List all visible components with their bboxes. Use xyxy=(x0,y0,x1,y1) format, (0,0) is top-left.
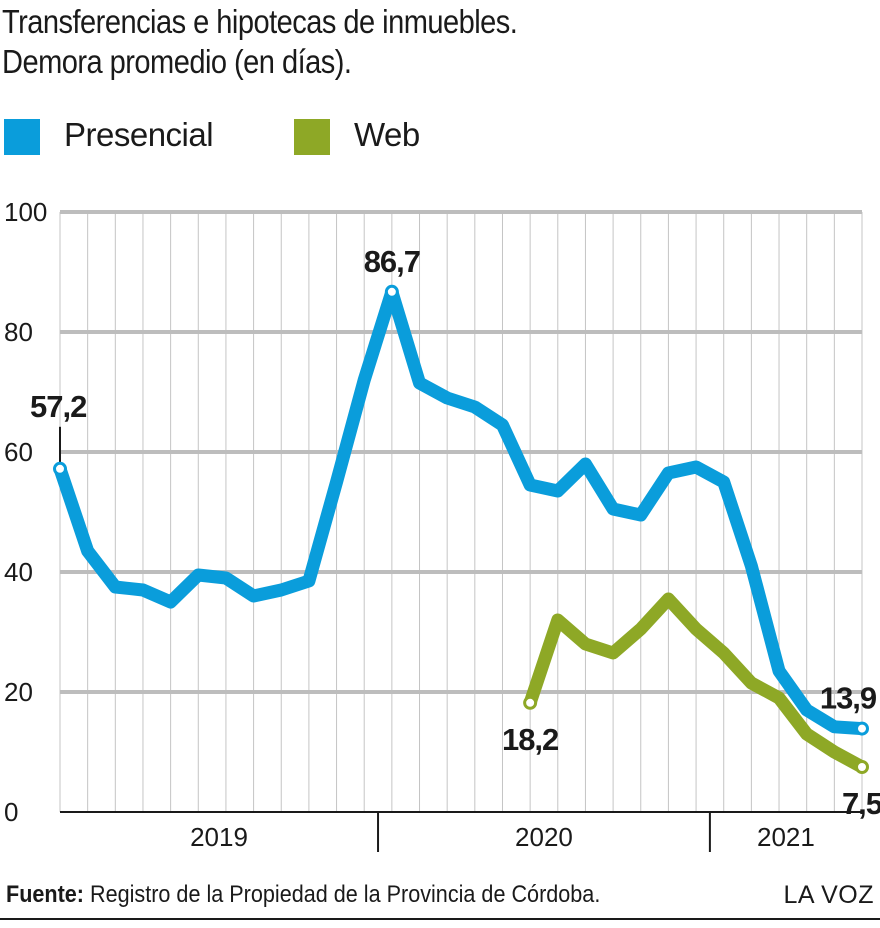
x-year-label: 2019 xyxy=(190,822,248,852)
data-point-web xyxy=(612,652,614,654)
data-point-web xyxy=(557,619,559,621)
y-tick-label: 100 xyxy=(4,197,47,227)
x-year-label: 2020 xyxy=(515,822,573,852)
data-point-presencial xyxy=(833,726,835,728)
data-point-web xyxy=(584,643,586,645)
x-year-label: 2021 xyxy=(757,822,815,852)
data-point-presencial xyxy=(446,397,448,399)
y-tick-label: 80 xyxy=(4,317,33,347)
legend-swatch-web xyxy=(294,119,330,155)
legend-label-web: Web xyxy=(354,116,420,153)
data-point-web xyxy=(750,682,752,684)
data-point-web xyxy=(833,751,835,753)
brand-logo: LA VOZ xyxy=(783,881,874,909)
chart-title: Transferencias e hipotecas de inmuebles.… xyxy=(2,2,759,82)
data-point-presencial xyxy=(197,574,199,576)
legend-label-presencial: Presencial xyxy=(64,116,214,153)
data-point-presencial xyxy=(253,595,255,597)
y-tick-label: 0 xyxy=(4,797,18,827)
endpoint-marker-presencial xyxy=(384,284,399,299)
data-point-presencial xyxy=(723,481,725,483)
data-point-presencial xyxy=(170,601,172,603)
data-point-presencial xyxy=(501,424,503,426)
data-point-web xyxy=(806,733,808,735)
legend-swatch-presencial xyxy=(4,119,40,155)
data-point-web xyxy=(778,697,780,699)
data-point-presencial xyxy=(750,565,752,567)
data-label-presencial: 86,7 xyxy=(364,244,420,279)
data-label-presencial: 13,9 xyxy=(820,681,877,716)
data-point-presencial xyxy=(612,508,614,510)
data-point-web xyxy=(640,628,642,630)
footer-rule xyxy=(0,918,880,920)
data-point-presencial xyxy=(336,481,338,483)
data-label-presencial: 57,2 xyxy=(30,389,86,424)
data-point-presencial xyxy=(308,580,310,582)
data-point-web xyxy=(723,652,725,654)
data-point-presencial xyxy=(87,550,89,552)
data-point-presencial xyxy=(640,514,642,516)
data-point-presencial xyxy=(557,490,559,492)
data-point-presencial xyxy=(695,466,697,468)
data-point-web xyxy=(667,598,669,600)
line-chart: 0 20 40 60 80 100 2019 2020 2021 57,2 86,7 13,9 18,2… xyxy=(4,197,880,852)
data-point-presencial xyxy=(474,406,476,408)
footer: Fuente: Registro de la Propiedad de la P… xyxy=(6,878,880,912)
y-tick-label: 20 xyxy=(4,677,33,707)
endpoint-marker-web xyxy=(523,695,538,710)
data-point-presencial xyxy=(114,586,116,588)
y-tick-label: 60 xyxy=(4,437,33,467)
chart-title-line-1: Transferencias e hipotecas de inmuebles. xyxy=(2,3,518,40)
endpoint-marker-presencial xyxy=(855,721,869,736)
data-point-presencial xyxy=(225,577,227,579)
data-label-web: 7,5 xyxy=(842,786,880,821)
source-label: Fuente: xyxy=(6,881,85,908)
source-note: Fuente: Registro de la Propiedad de la P… xyxy=(6,878,600,912)
data-point-presencial xyxy=(806,709,808,711)
endpoint-marker-presencial xyxy=(53,461,67,476)
data-point-presencial xyxy=(419,382,421,384)
series-line-presencial xyxy=(53,285,869,736)
data-point-presencial xyxy=(778,670,780,672)
source-text: Registro de la Propiedad de la Provincia… xyxy=(84,881,601,908)
data-label-web: 18,2 xyxy=(502,722,558,757)
data-point-presencial xyxy=(280,589,282,591)
data-point-presencial xyxy=(363,379,365,381)
y-tick-label: 40 xyxy=(4,557,33,587)
data-point-presencial xyxy=(584,463,586,465)
data-point-web xyxy=(695,628,697,630)
data-point-presencial xyxy=(142,589,144,591)
endpoint-marker-web xyxy=(855,760,869,774)
chart-title-line-2: Demora promedio (en días). xyxy=(2,43,352,80)
data-point-presencial xyxy=(529,484,531,486)
data-point-presencial xyxy=(667,472,669,474)
